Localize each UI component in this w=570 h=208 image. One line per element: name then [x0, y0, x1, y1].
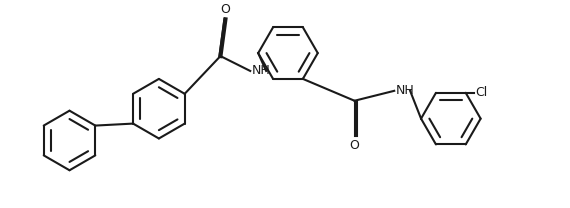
Text: O: O [221, 3, 230, 16]
Text: NH: NH [396, 84, 415, 97]
Text: O: O [349, 140, 360, 152]
Text: Cl: Cl [475, 86, 488, 99]
Text: NH: NH [253, 64, 271, 77]
